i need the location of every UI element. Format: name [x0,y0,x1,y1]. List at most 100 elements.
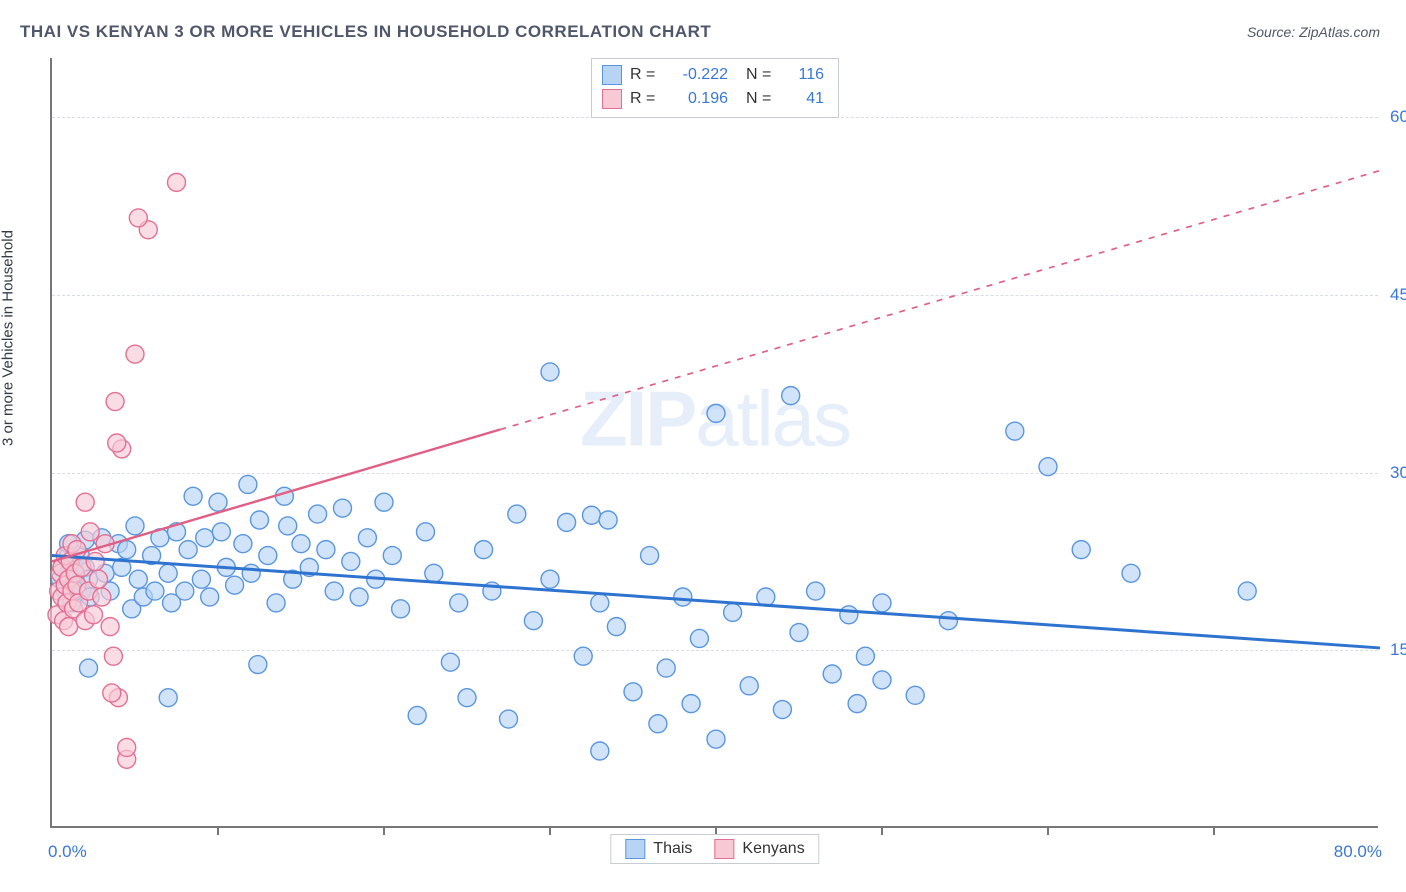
y-tick-label: 45.0% [1382,285,1406,305]
x-axis-min-label: 0.0% [48,842,87,862]
y-tick-label: 30.0% [1382,463,1406,483]
data-point [226,576,244,594]
data-point [641,547,659,565]
data-point [508,505,526,523]
data-point [690,629,708,647]
data-point [239,475,257,493]
data-point [1122,564,1140,582]
data-point [342,552,360,570]
data-point [85,606,103,624]
data-point [192,570,210,588]
chart-title: THAI VS KENYAN 3 OR MORE VEHICLES IN HOU… [20,22,711,42]
data-point [259,547,277,565]
data-point [707,404,725,422]
data-point [251,511,269,529]
data-point [524,612,542,630]
data-point [1039,458,1057,476]
legend-item: Kenyans [714,839,804,859]
data-point [591,742,609,760]
data-point [939,612,957,630]
data-point [782,387,800,405]
data-point [807,582,825,600]
data-point [129,570,147,588]
x-tick [549,826,551,835]
stats-row: R =0.196N =41 [602,87,824,111]
data-point [242,564,260,582]
data-point [317,541,335,559]
data-point [624,683,642,701]
data-point [873,671,891,689]
trend-line [52,556,1380,648]
stat-n-value: 116 [784,63,824,87]
data-point [873,594,891,612]
data-point [450,594,468,612]
data-point [209,493,227,511]
data-point [86,552,104,570]
data-point [408,706,426,724]
data-point [773,701,791,719]
data-point [906,686,924,704]
stat-r-value: 0.196 [668,87,728,111]
data-point [179,541,197,559]
data-point [383,547,401,565]
x-tick [217,826,219,835]
scatter-svg [52,58,1378,826]
legend-item: Thais [625,839,692,859]
stat-r-value: -0.222 [668,63,728,87]
data-point [101,618,119,636]
data-point [1238,582,1256,600]
data-point [60,618,78,636]
data-point [201,588,219,606]
data-point [599,511,617,529]
data-point [80,659,98,677]
data-point [106,393,124,411]
series-legend: Thais Kenyans [610,834,819,864]
data-point [790,624,808,642]
data-point [267,594,285,612]
data-point [89,570,107,588]
data-point [649,715,667,733]
data-point [103,684,121,702]
data-point [350,588,368,606]
x-tick [1213,826,1215,835]
data-point [146,582,164,600]
data-point [591,594,609,612]
data-point [541,570,559,588]
data-point [118,541,136,559]
data-point [325,582,343,600]
data-point [848,695,866,713]
data-point [168,173,186,191]
data-point [392,600,410,618]
data-point [425,564,443,582]
plot-area: ZIPatlas R =-0.222N =116R =0.196N =41 0.… [50,58,1378,828]
y-tick-label: 15.0% [1382,640,1406,660]
data-point [558,513,576,531]
data-point [358,529,376,547]
data-point [707,730,725,748]
stat-label: R = [630,87,660,111]
legend-swatch [602,89,622,109]
data-point [81,523,99,541]
trend-line-extrapolated [500,171,1380,430]
data-point [541,363,559,381]
data-point [309,505,327,523]
source-attribution: Source: ZipAtlas.com [1247,24,1380,40]
data-point [674,588,692,606]
legend-label: Kenyans [742,840,804,858]
data-point [682,695,700,713]
data-point [126,345,144,363]
data-point [159,689,177,707]
y-tick-label: 60.0% [1382,107,1406,127]
data-point [212,523,230,541]
data-point [279,517,297,535]
legend-swatch [625,839,645,859]
data-point [234,535,252,553]
data-point [159,564,177,582]
data-point [441,653,459,671]
stat-label: N = [746,87,776,111]
data-point [249,656,267,674]
stat-label: R = [630,63,660,87]
data-point [823,665,841,683]
data-point [657,659,675,677]
data-point [607,618,625,636]
